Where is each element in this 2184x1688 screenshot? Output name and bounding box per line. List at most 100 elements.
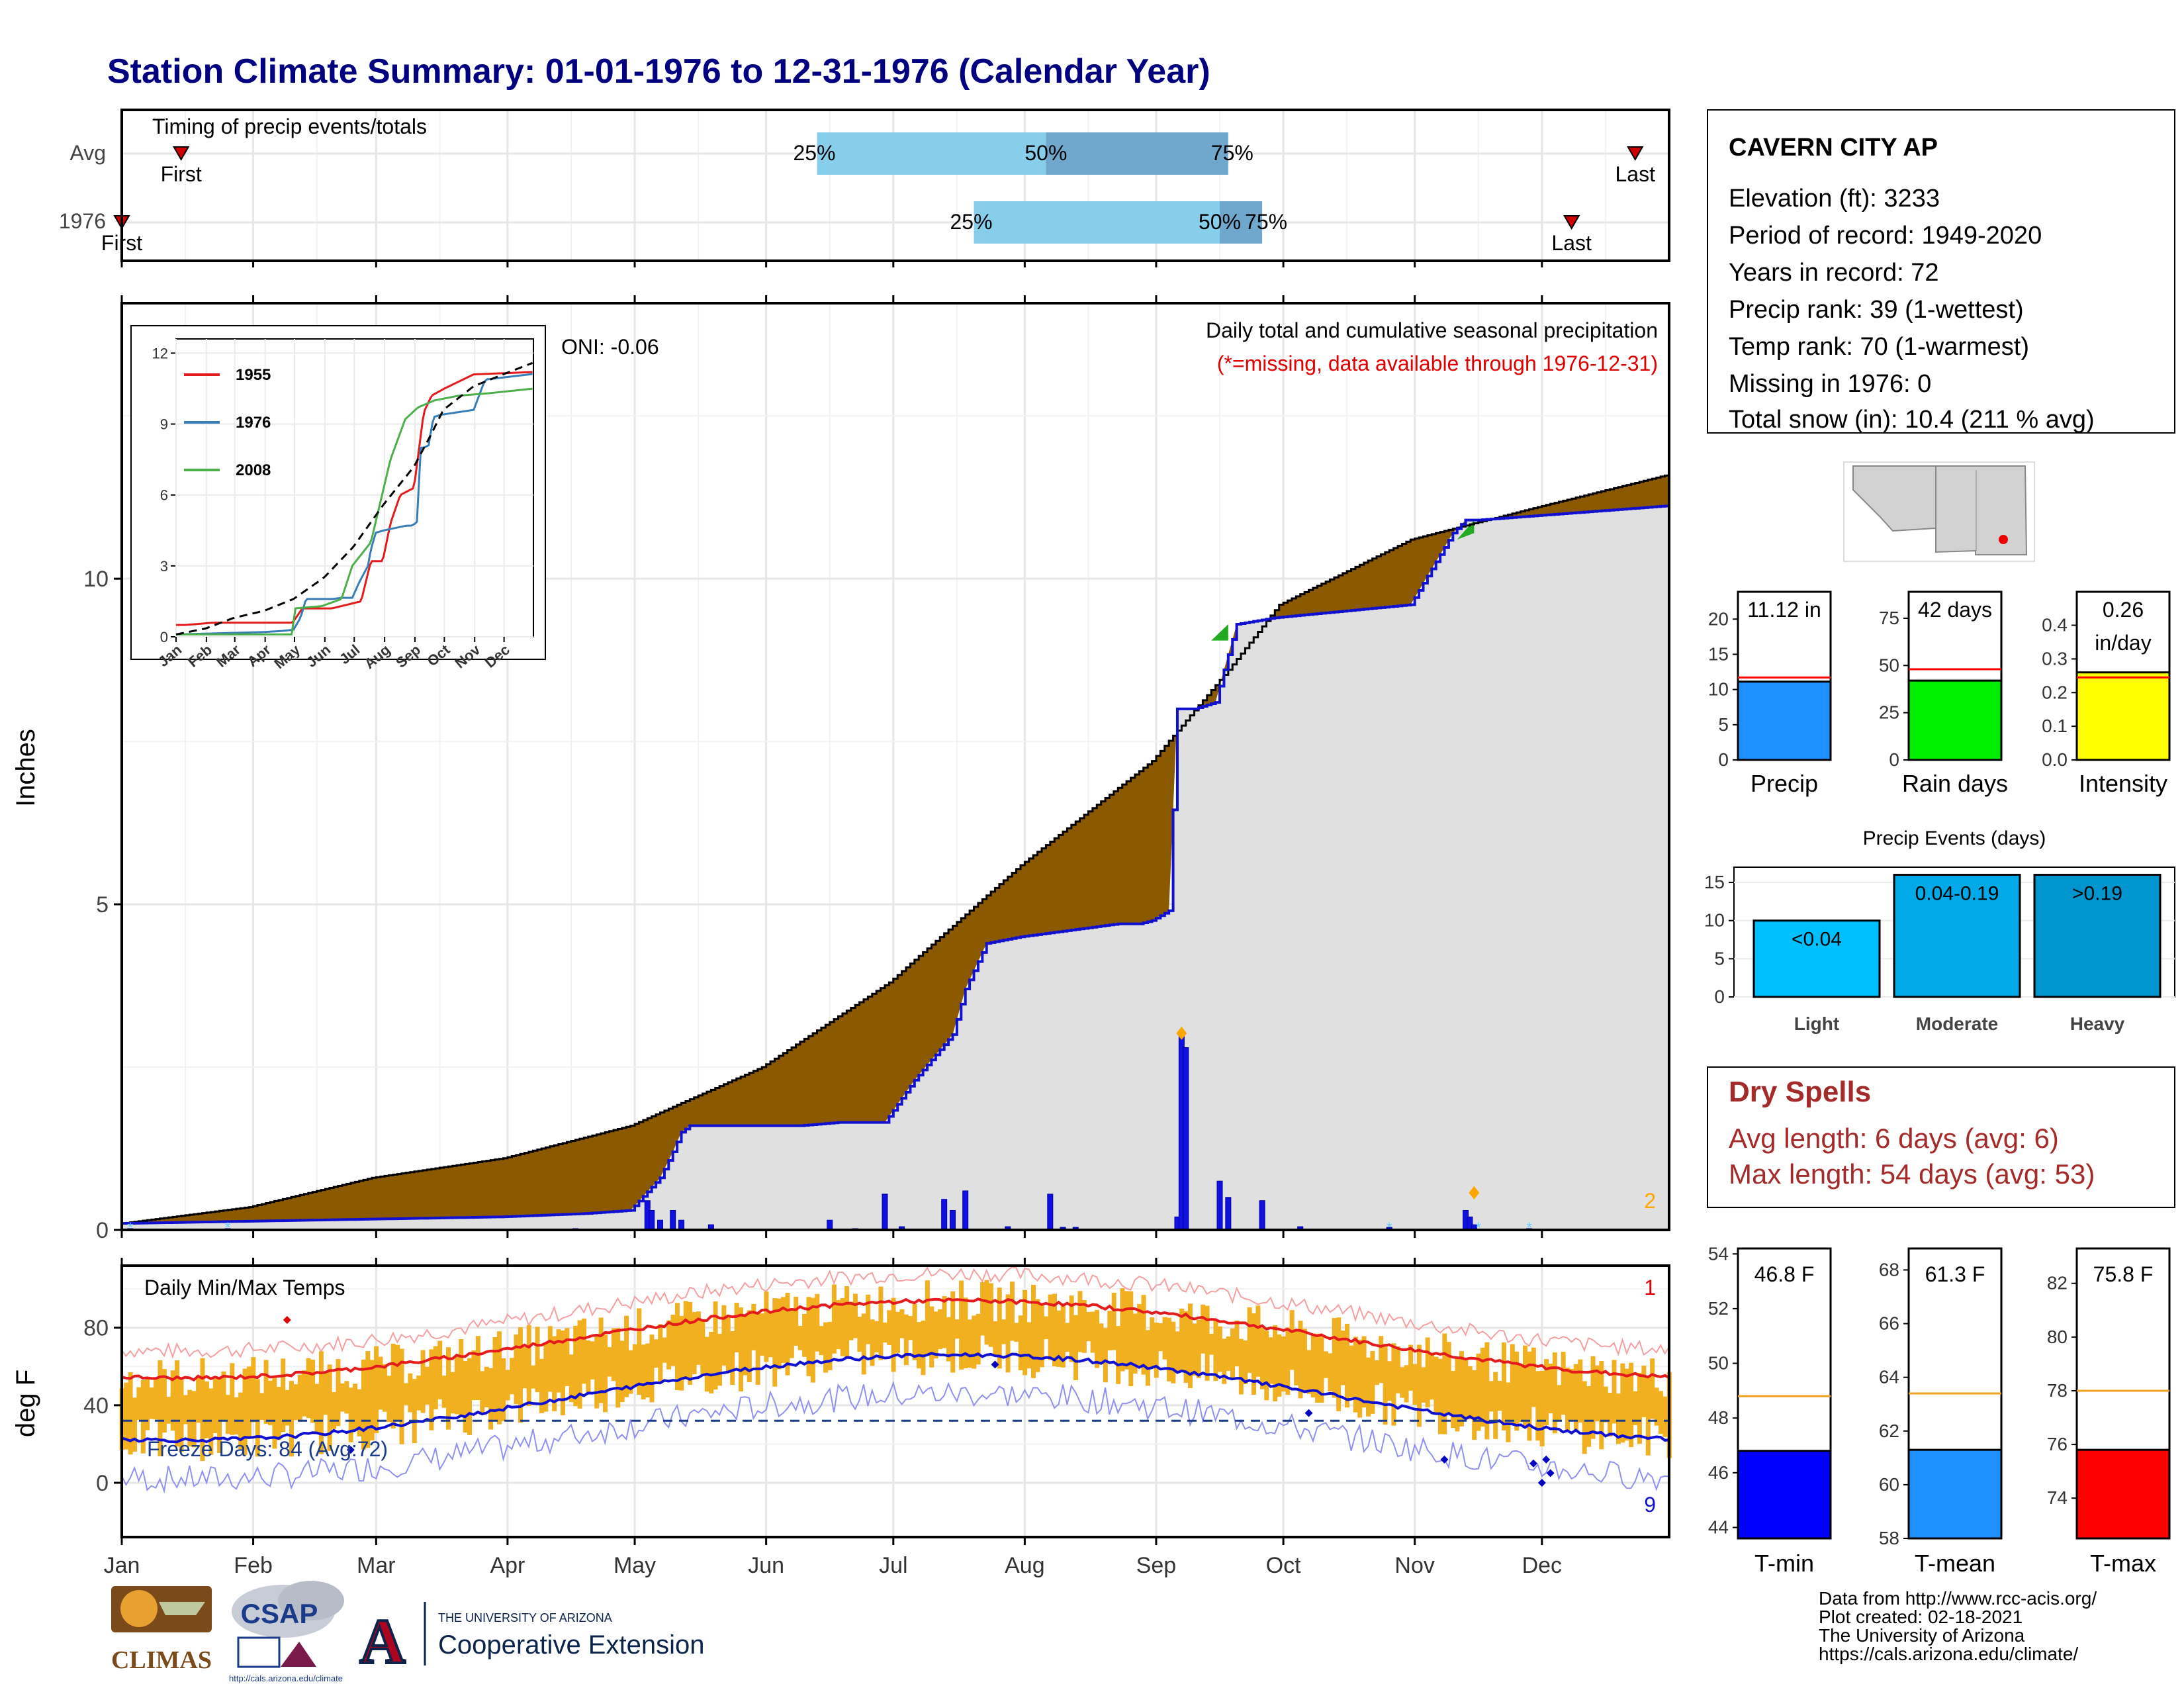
climas-logo: CLIMAS bbox=[111, 1586, 212, 1674]
daily-temp-bar bbox=[1416, 1344, 1422, 1427]
month-label: May bbox=[614, 1553, 656, 1578]
ua-a-mark: A bbox=[359, 1606, 405, 1677]
record-temp-marker bbox=[1304, 1409, 1313, 1417]
daily-temp-bar bbox=[891, 1297, 896, 1372]
daily-temp-bar bbox=[725, 1316, 731, 1372]
daily-temp-bar bbox=[230, 1363, 235, 1435]
daily-temp-bar bbox=[501, 1358, 506, 1422]
events-title: Precip Events (days) bbox=[1863, 827, 2046, 849]
daily-temp-bar bbox=[1238, 1338, 1244, 1395]
daily-temp-bar bbox=[1336, 1317, 1342, 1411]
daily-temp-bar bbox=[514, 1334, 519, 1404]
daily-temp-bar bbox=[1620, 1363, 1625, 1443]
timing-row-avg: Avg bbox=[69, 141, 106, 165]
daily-temp-bar bbox=[993, 1321, 998, 1356]
daily-temp-bar bbox=[730, 1331, 735, 1385]
daily-temp-bar bbox=[1026, 1322, 1032, 1369]
daily-temp-bar bbox=[196, 1377, 201, 1423]
daily-temp-bar bbox=[1518, 1364, 1524, 1423]
daily-temp-bar bbox=[1459, 1351, 1464, 1427]
events-tick-label: 5 bbox=[1714, 948, 1725, 968]
month-label: Nov bbox=[1394, 1553, 1434, 1578]
temp-bar-label: T-min bbox=[1754, 1550, 1814, 1577]
daily-temp-bar bbox=[1060, 1304, 1066, 1368]
timing-marker-label: Last bbox=[1551, 231, 1592, 255]
daily-temp-bar bbox=[1391, 1343, 1396, 1426]
y-tick-label: 40 bbox=[83, 1393, 109, 1419]
daily-temp-bar bbox=[637, 1308, 642, 1395]
daily-temp-bar bbox=[870, 1319, 875, 1366]
daily-temp-bar bbox=[395, 1344, 400, 1422]
daily-temp-bar bbox=[267, 1380, 273, 1425]
deficit-area bbox=[122, 474, 1669, 1224]
daily-temp-bar bbox=[1099, 1323, 1104, 1365]
daily-temp-bar bbox=[734, 1302, 739, 1352]
daily-temp-bar bbox=[683, 1301, 688, 1380]
record-temp-marker bbox=[1529, 1459, 1538, 1468]
daily-temp-bar bbox=[225, 1395, 230, 1434]
daily-temp-bar bbox=[1048, 1294, 1053, 1360]
daily-temp-bar bbox=[603, 1334, 608, 1413]
daily-temp-bar bbox=[1344, 1323, 1349, 1408]
daily-temp-bar bbox=[836, 1299, 841, 1350]
daily-temp-bar bbox=[1590, 1356, 1596, 1439]
daily-temp-bar bbox=[361, 1359, 366, 1450]
daily-temp-bar bbox=[441, 1376, 447, 1408]
daily-temp-bar bbox=[772, 1298, 778, 1387]
daily-temp-bar bbox=[124, 1382, 129, 1450]
daily-temp-bar bbox=[641, 1344, 646, 1400]
daily-temp-bar bbox=[1069, 1295, 1074, 1362]
daily-temp-bar bbox=[1586, 1385, 1592, 1447]
daily-temp-bar bbox=[310, 1359, 316, 1423]
daily-temp-bar bbox=[1658, 1391, 1663, 1434]
daily-temp-bar bbox=[760, 1313, 765, 1356]
daily-temp-bar bbox=[1073, 1315, 1079, 1380]
daily-temp-bar bbox=[815, 1293, 820, 1352]
daily-temp-bar bbox=[632, 1344, 637, 1385]
inset-series-1955 bbox=[176, 371, 533, 626]
daily-temp-bar bbox=[1582, 1381, 1587, 1454]
daily-temp-bar bbox=[598, 1317, 604, 1403]
daily-temp-bar bbox=[1340, 1331, 1345, 1385]
events-tick-label: 10 bbox=[1704, 910, 1725, 931]
month-label: Mar bbox=[357, 1553, 396, 1578]
daily-temp-bar bbox=[200, 1358, 205, 1462]
daily-temp-bar bbox=[1430, 1353, 1435, 1400]
daily-temp-bar bbox=[789, 1311, 794, 1358]
daily-temp-bar bbox=[1451, 1371, 1456, 1429]
precip-y-axis-label: Inches bbox=[11, 729, 40, 807]
mini-bar-tick-label: 0.2 bbox=[2042, 682, 2068, 702]
daily-temp-bar bbox=[852, 1293, 858, 1338]
daily-temp-bar bbox=[878, 1286, 884, 1360]
daily-temp-bar bbox=[1484, 1342, 1490, 1440]
daily-temp-bar bbox=[1005, 1294, 1011, 1373]
daily-temp-bar bbox=[1374, 1360, 1379, 1385]
timing-bar-50-75 bbox=[1046, 132, 1228, 175]
daily-temp-bar bbox=[670, 1315, 676, 1366]
temp-count-bottom: 9 bbox=[1644, 1493, 1656, 1517]
daily-temp-bar bbox=[1023, 1289, 1028, 1376]
mini-bar-tick-label: 10 bbox=[1708, 679, 1729, 700]
daily-temp-bar bbox=[573, 1325, 578, 1407]
timing-last-marker bbox=[1563, 215, 1580, 230]
daily-temp-bar bbox=[776, 1298, 782, 1370]
daily-temp-bar bbox=[751, 1303, 756, 1350]
daily-precip-bar bbox=[1216, 1180, 1223, 1231]
daily-temp-bar bbox=[704, 1336, 709, 1392]
footer-university: The University of Arizona bbox=[1819, 1625, 2025, 1646]
month-label: Jan bbox=[104, 1553, 140, 1578]
daily-temp-bar bbox=[577, 1320, 582, 1409]
observed-cumulative-line bbox=[122, 504, 1670, 1225]
temp-bar-label: T-mean bbox=[1915, 1550, 1995, 1577]
daily-temp-bar bbox=[1442, 1333, 1447, 1434]
daily-temp-bar bbox=[1573, 1364, 1578, 1431]
daily-precip-bar bbox=[670, 1209, 676, 1231]
inset-y-tick-label: 3 bbox=[160, 558, 168, 575]
station-period: Period of record: 1949-2020 bbox=[1729, 222, 2042, 250]
daily-temp-bar bbox=[450, 1372, 455, 1414]
temp-bar-tick-label: 58 bbox=[1879, 1528, 1899, 1548]
timing-last-marker bbox=[1627, 146, 1644, 161]
daily-temp-bar bbox=[289, 1380, 295, 1457]
month-label: Sep bbox=[1136, 1553, 1177, 1578]
